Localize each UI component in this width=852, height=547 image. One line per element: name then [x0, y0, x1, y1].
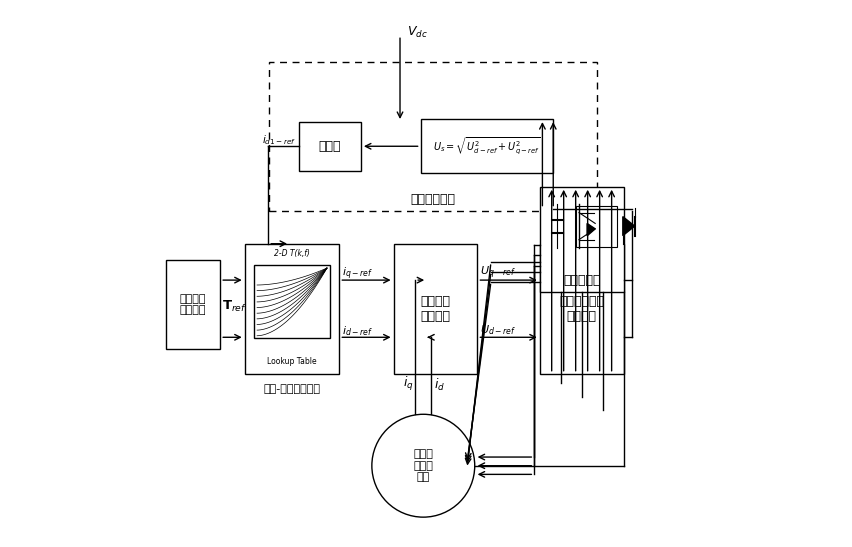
Text: 交叉解耦
调节单元: 交叉解耦 调节单元: [421, 295, 451, 323]
Polygon shape: [623, 217, 635, 236]
Polygon shape: [587, 223, 596, 236]
Text: 转矩指令
输入单元: 转矩指令 输入单元: [180, 294, 206, 316]
Text: 2-D T(k,f): 2-D T(k,f): [274, 249, 310, 258]
Text: 逆变器单元: 逆变器单元: [563, 274, 601, 287]
Text: $U_{d-ref}$: $U_{d-ref}$: [480, 323, 516, 337]
Text: $\mathbf{T}_{ref}$: $\mathbf{T}_{ref}$: [222, 299, 247, 313]
Text: 永磁同
步电机
单元: 永磁同 步电机 单元: [413, 449, 433, 482]
Text: 调节器: 调节器: [319, 140, 341, 153]
Bar: [394, 244, 477, 374]
Text: $U_s=\sqrt{U_{d-ref}^2+U_{q-ref}^2}$: $U_s=\sqrt{U_{d-ref}^2+U_{q-ref}^2}$: [433, 136, 541, 157]
Text: $i_{d1-ref}$: $i_{d1-ref}$: [262, 133, 296, 147]
Text: 空间矢量脉宽
调制单元: 空间矢量脉宽 调制单元: [559, 295, 604, 323]
Bar: [245, 244, 339, 374]
Bar: [299, 122, 361, 171]
Bar: [421, 119, 553, 173]
Text: $i_d$: $i_d$: [434, 376, 445, 393]
Text: $i_{q-ref}$: $i_{q-ref}$: [342, 265, 373, 282]
Text: 转矩-电流查表单元: 转矩-电流查表单元: [263, 384, 320, 394]
Text: $U_{q-ref}$: $U_{q-ref}$: [480, 265, 516, 281]
Bar: [539, 244, 624, 374]
Text: $i_q$: $i_q$: [403, 375, 414, 393]
Text: $i_{d-ref}$: $i_{d-ref}$: [342, 324, 373, 337]
Bar: [269, 62, 596, 211]
Text: $V_{dc}$: $V_{dc}$: [406, 25, 428, 40]
Bar: [255, 265, 330, 339]
Bar: [539, 187, 624, 293]
Text: 弱磁调节单元: 弱磁调节单元: [411, 193, 455, 206]
Bar: [576, 206, 618, 247]
Bar: [166, 260, 221, 350]
Text: Lookup Table: Lookup Table: [268, 357, 317, 366]
